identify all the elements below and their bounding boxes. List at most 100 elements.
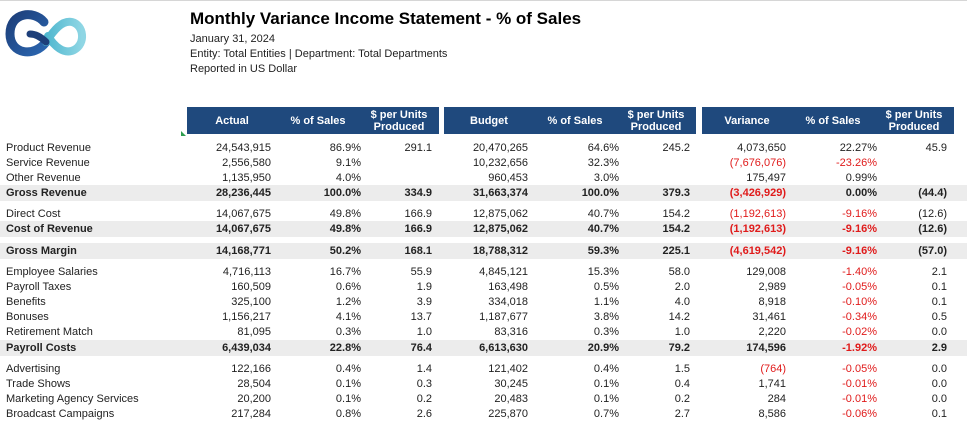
header-variance: Variance % of Sales $ per Units Produced — [702, 107, 954, 134]
cell-au: 291.1 — [404, 142, 432, 154]
cell-au: 334.9 — [404, 187, 432, 199]
cell-v: (4,619,542) — [729, 245, 786, 257]
table-row: Direct Cost 14,067,675 49.8% 166.9 12,875,06… — [0, 207, 967, 222]
cell-v: 129,008 — [746, 266, 786, 278]
cell-ap: 0.1% — [335, 393, 361, 405]
cell-vp: -0.34% — [842, 311, 877, 323]
total-row: Gross Margin 14,168,771 50.2% 168.1 18,788,3… — [0, 243, 967, 259]
cell-bp: 3.8% — [593, 311, 619, 323]
total-row: Gross Revenue 28,236,445 100.0% 334.9 31,663… — [0, 185, 967, 201]
cell-a: 1,135,950 — [222, 172, 271, 184]
cell-b: 1,187,677 — [479, 311, 528, 323]
cell-ap: 49.8% — [329, 223, 361, 235]
row-label: Advertising — [6, 363, 61, 375]
cell-bu: 245.2 — [662, 142, 690, 154]
cell-vu: (57.0) — [918, 245, 947, 257]
cell-bu: 79.2 — [668, 342, 690, 354]
cell-vu: (44.4) — [918, 187, 947, 199]
cell-ap: 16.7% — [329, 266, 361, 278]
table-row: Broadcast Campaigns 217,284 0.8% 2.6 225,870… — [0, 407, 967, 422]
cell-vu: (12.6) — [918, 208, 947, 220]
cell-vu: 0.1 — [931, 281, 947, 293]
cell-v: 174,596 — [746, 342, 786, 354]
table-row: Employee Salaries 4,716,113 16.7% 55.9 4,845… — [0, 265, 967, 280]
cell-b: 334,018 — [488, 296, 528, 308]
cell-b: 12,875,062 — [472, 223, 528, 235]
table-row: Benefits 325,100 1.2% 3.9 334,018 1.1% 4.0 8,91… — [0, 295, 967, 310]
cell-v: 8,918 — [758, 296, 786, 308]
cell-vp: -23.26% — [836, 157, 877, 169]
cell-ap: 0.1% — [335, 378, 361, 390]
row-label: Marketing Agency Services — [6, 393, 139, 405]
report-currency-line: Reported in US Dollar — [190, 63, 297, 75]
row-label: Gross Revenue — [6, 187, 87, 199]
cell-a: 81,095 — [237, 326, 271, 338]
cell-b: 30,245 — [494, 378, 528, 390]
cell-vp: -1.92% — [842, 342, 877, 354]
cell-bu: 0.4 — [674, 378, 690, 390]
cell-b: 163,498 — [488, 281, 528, 293]
cell-au: 168.1 — [404, 245, 432, 257]
cell-v: (764) — [760, 363, 786, 375]
column-header-variance-2: $ per Units Produced — [885, 108, 943, 133]
cell-bu: 1.5 — [674, 363, 690, 375]
cell-vp: -0.06% — [842, 408, 877, 420]
total-row: Cost of Revenue 14,067,675 49.8% 166.9 12,87… — [0, 221, 967, 237]
row-label: Trade Shows — [6, 378, 71, 390]
cell-b: 6,613,630 — [479, 342, 528, 354]
cell-b: 121,402 — [488, 363, 528, 375]
column-header-budget-1: % of Sales — [547, 114, 603, 127]
cell-vp: -9.16% — [842, 245, 877, 257]
cell-bu: 4.0 — [674, 296, 690, 308]
report-entity-line: Entity: Total Entities | Department: Tot… — [190, 48, 448, 60]
table-row: Product Revenue 24,543,915 86.9% 291.1 20,47… — [0, 141, 967, 156]
cell-v: 284 — [767, 393, 786, 405]
cell-bu: 2.0 — [674, 281, 690, 293]
cell-b: 20,470,265 — [472, 142, 528, 154]
cell-a: 14,067,675 — [215, 208, 271, 220]
cell-ap: 9.1% — [335, 157, 361, 169]
column-header-variance-1: % of Sales — [805, 114, 861, 127]
row-label: Service Revenue — [6, 157, 90, 169]
cell-b: 225,870 — [488, 408, 528, 420]
cell-a: 122,166 — [231, 363, 271, 375]
cell-bp: 20.9% — [587, 342, 619, 354]
cell-ap: 22.8% — [329, 342, 361, 354]
cell-b: 83,316 — [494, 326, 528, 338]
cell-ap: 0.4% — [335, 363, 361, 375]
cell-bp: 40.7% — [587, 208, 619, 220]
cell-au: 166.9 — [404, 223, 432, 235]
cell-au: 55.9 — [410, 266, 432, 278]
report-date: January 31, 2024 — [190, 33, 276, 45]
table-row: Trade Shows 28,504 0.1% 0.3 30,245 0.1% 0.4 1,7… — [0, 377, 967, 392]
cell-a: 14,067,675 — [215, 223, 271, 235]
table-row: Other Revenue 1,135,950 4.0% 960,453 3.0% 175… — [0, 171, 967, 186]
cell-a: 217,284 — [231, 408, 271, 420]
cell-vp: -0.01% — [842, 378, 877, 390]
cell-ap: 0.3% — [335, 326, 361, 338]
cell-bp: 0.7% — [593, 408, 619, 420]
cell-vp: 22.27% — [839, 142, 877, 154]
cell-bp: 15.3% — [587, 266, 619, 278]
row-label: Retirement Match — [6, 326, 93, 338]
cell-a: 28,504 — [237, 378, 271, 390]
table-row: Bonuses 1,156,217 4.1% 13.7 1,187,677 3.8% 14.… — [0, 310, 967, 325]
cell-au: 1.9 — [416, 281, 432, 293]
cell-au: 166.9 — [404, 208, 432, 220]
cell-vu: (12.6) — [918, 223, 947, 235]
cell-bu: 2.7 — [674, 408, 690, 420]
row-label: Payroll Costs — [6, 342, 77, 354]
cell-ap: 1.2% — [335, 296, 361, 308]
cell-v: 1,741 — [758, 378, 786, 390]
cell-a: 2,556,580 — [222, 157, 271, 169]
table-row: Service Revenue 2,556,580 9.1% 10,232,656 32… — [0, 156, 967, 171]
cell-vp: 0.00% — [845, 187, 877, 199]
cell-bu: 154.2 — [662, 208, 690, 220]
cell-bp: 100.0% — [581, 187, 619, 199]
cell-v: 2,220 — [758, 326, 786, 338]
cell-bp: 3.0% — [593, 172, 619, 184]
row-label: Gross Margin — [6, 245, 77, 257]
cell-bp: 0.4% — [593, 363, 619, 375]
cell-vp: -9.16% — [842, 223, 877, 235]
cell-b: 10,232,656 — [472, 157, 528, 169]
